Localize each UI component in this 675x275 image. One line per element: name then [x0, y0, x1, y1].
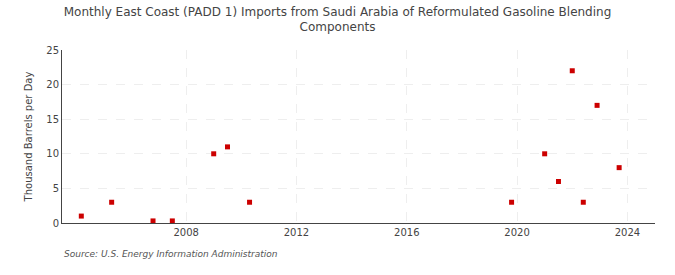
svg-text:Thousand Barrels per Day: Thousand Barrels per Day	[23, 72, 34, 203]
svg-text:2024: 2024	[615, 227, 640, 238]
svg-text:20: 20	[46, 79, 59, 90]
svg-text:Monthly East Coast (PADD 1) Im: Monthly East Coast (PADD 1) Imports from…	[64, 5, 612, 35]
svg-text:2008: 2008	[173, 227, 198, 238]
svg-text:0: 0	[53, 218, 59, 229]
svg-text:25: 25	[46, 45, 59, 56]
svg-text:2020: 2020	[504, 227, 529, 238]
svg-text:10: 10	[46, 148, 59, 159]
svg-text:15: 15	[46, 114, 59, 125]
svg-text:Source: U.S. Energy Informatio: Source: U.S. Energy Information Administ…	[64, 249, 278, 259]
svg-text:2012: 2012	[284, 227, 309, 238]
svg-text:5: 5	[53, 183, 59, 194]
svg-text:2016: 2016	[394, 227, 419, 238]
